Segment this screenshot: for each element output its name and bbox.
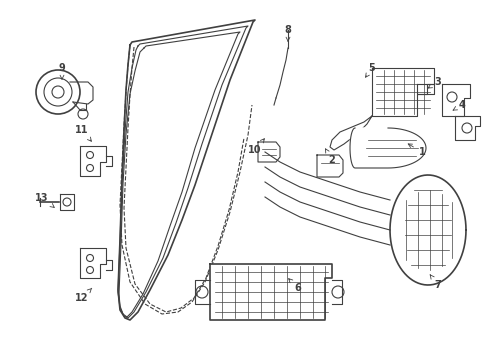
Polygon shape <box>80 248 106 278</box>
Text: 2: 2 <box>325 149 335 165</box>
Polygon shape <box>60 194 74 210</box>
Text: 11: 11 <box>75 125 92 141</box>
Text: 9: 9 <box>59 63 65 79</box>
Text: 1: 1 <box>408 144 425 157</box>
Polygon shape <box>258 142 280 162</box>
Polygon shape <box>80 146 106 176</box>
Polygon shape <box>442 84 470 116</box>
Text: 10: 10 <box>248 139 265 155</box>
Text: 8: 8 <box>285 25 292 41</box>
Polygon shape <box>317 155 343 177</box>
Text: 6: 6 <box>289 279 301 293</box>
Text: 12: 12 <box>75 288 92 303</box>
Polygon shape <box>372 68 434 116</box>
Text: 13: 13 <box>35 193 54 207</box>
Polygon shape <box>210 264 332 320</box>
Text: 4: 4 <box>453 100 465 110</box>
Polygon shape <box>390 175 466 285</box>
Text: 7: 7 <box>430 275 441 290</box>
Polygon shape <box>350 128 426 168</box>
Text: 5: 5 <box>366 63 375 77</box>
Text: 3: 3 <box>428 77 441 88</box>
Polygon shape <box>455 116 480 140</box>
